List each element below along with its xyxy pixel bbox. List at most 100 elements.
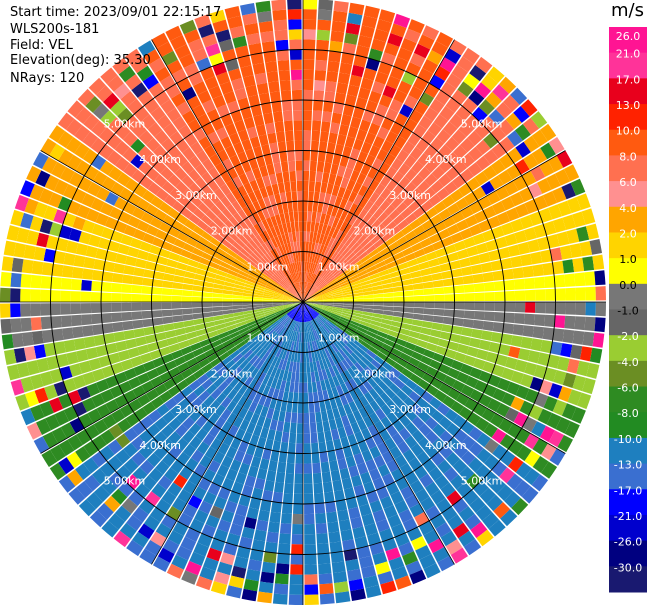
velocity-gate: [291, 89, 302, 101]
velocity-gate: [332, 293, 343, 298]
velocity-gate: [161, 50, 178, 66]
velocity-gate: [206, 108, 220, 122]
velocity-gate: [258, 581, 274, 594]
velocity-gate: [299, 292, 303, 302]
velocity-gate: [451, 211, 465, 224]
velocity-gate: [363, 5, 380, 19]
velocity-gate: [228, 363, 239, 374]
velocity-gate: [367, 269, 379, 277]
velocity-gate: [208, 166, 220, 180]
velocity-gate: [385, 357, 397, 367]
velocity-gate: [438, 363, 451, 375]
velocity-gate: [295, 443, 303, 454]
velocity-gate: [388, 209, 401, 221]
velocity-gate: [286, 319, 293, 329]
velocity-gate: [167, 160, 181, 174]
velocity-gate: [151, 294, 162, 302]
velocity-gate: [278, 451, 288, 463]
velocity-gate: [48, 125, 66, 143]
velocity-gate: [213, 283, 224, 290]
velocity-gate: [543, 367, 557, 382]
velocity-gate: [215, 274, 226, 282]
velocity-gate: [350, 257, 360, 267]
velocity-gate: [525, 388, 539, 404]
velocity-gate: [584, 271, 596, 286]
velocity-gate: [252, 357, 262, 368]
velocity-gate: [263, 363, 271, 374]
velocity-gate: [381, 52, 396, 66]
velocity-gate: [464, 302, 475, 311]
velocity-gate: [395, 575, 412, 590]
velocity-gate: [72, 266, 84, 279]
velocity-gate: [427, 122, 442, 137]
velocity-gate: [402, 449, 416, 463]
velocity-gate: [301, 332, 303, 343]
velocity-gate: [304, 282, 308, 293]
velocity-gate: [306, 261, 310, 272]
velocity-gate: [333, 240, 342, 251]
velocity-gate: [163, 122, 178, 138]
velocity-gate: [192, 47, 208, 63]
velocity-gate: [56, 353, 69, 368]
velocity-gate: [318, 327, 325, 337]
velocity-gate: [520, 253, 533, 267]
velocity-gate: [287, 242, 293, 254]
velocity-gate: [242, 299, 253, 302]
velocity-gate: [542, 191, 558, 207]
velocity-gate: [30, 274, 42, 289]
velocity-gate: [300, 352, 303, 363]
velocity-gate: [392, 286, 404, 292]
velocity-gate: [356, 494, 369, 507]
velocity-gate: [259, 165, 269, 178]
velocity-gate: [247, 559, 262, 572]
velocity-gate: [540, 339, 553, 354]
velocity-gate: [304, 564, 318, 575]
velocity-gate: [244, 410, 254, 422]
velocity-gate: [321, 289, 332, 295]
velocity-gate: [100, 202, 114, 216]
velocity-gate: [403, 95, 419, 109]
velocity-gate: [428, 466, 443, 482]
velocity-gate: [331, 561, 346, 574]
velocity-gate: [348, 203, 358, 215]
velocity-gate: [353, 302, 364, 305]
velocity-gate: [258, 372, 267, 383]
velocity-gate: [495, 102, 513, 119]
velocity-gate: [95, 345, 108, 357]
velocity-gate: [262, 300, 273, 302]
velocity-gate: [75, 160, 91, 176]
velocity-gate: [310, 263, 316, 274]
velocity-gate: [368, 145, 381, 158]
velocity-gate: [312, 201, 319, 213]
velocity-gate: [438, 228, 451, 240]
velocity-gate: [317, 390, 324, 402]
velocity-gate: [235, 321, 247, 328]
velocity-gate: [340, 52, 355, 65]
velocity-gate: [274, 289, 285, 295]
velocity-gate: [95, 85, 113, 102]
velocity-gate: [319, 451, 329, 463]
velocity-gate: [262, 303, 273, 307]
velocity-gate: [256, 334, 266, 343]
velocity-gate: [308, 285, 316, 295]
velocity-gate: [514, 359, 528, 373]
velocity-gate: [334, 175, 343, 187]
velocity-gate: [321, 348, 328, 359]
velocity-gate: [171, 554, 188, 570]
velocity-gate: [404, 494, 420, 509]
velocity-gate: [369, 542, 385, 556]
velocity-gate: [282, 300, 293, 302]
velocity-gate: [125, 255, 137, 267]
velocity-gate: [203, 316, 215, 323]
velocity-gate: [243, 289, 254, 295]
velocity-gate: [497, 378, 511, 392]
velocity-gate: [279, 326, 287, 336]
velocity-gate: [303, 231, 307, 242]
velocity-gate: [186, 331, 198, 340]
velocity-gate: [253, 446, 264, 459]
velocity-gate: [408, 236, 420, 247]
velocity-gate: [313, 303, 324, 306]
velocity-gate: [319, 326, 327, 336]
velocity-gate: [305, 282, 309, 293]
velocity-gate: [263, 293, 274, 298]
